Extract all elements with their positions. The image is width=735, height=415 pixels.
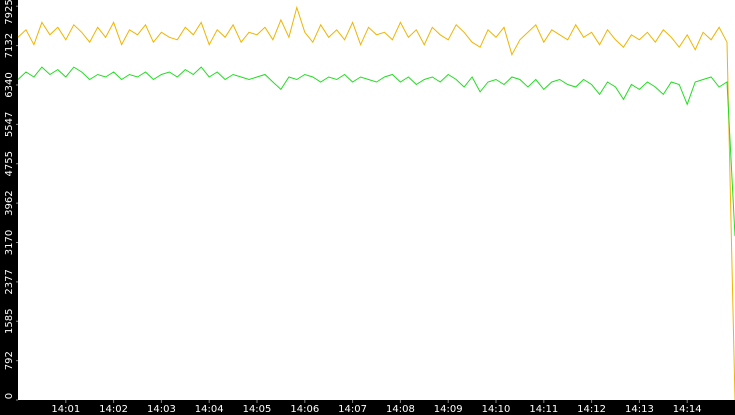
- x-tick-label: 14:04: [195, 404, 224, 415]
- x-tick-label: 14:02: [99, 404, 128, 415]
- plot-area: [18, 0, 735, 400]
- x-tick-label: 14:03: [147, 404, 176, 415]
- series-line: [17, 66, 735, 237]
- x-tick-label: 14:06: [290, 404, 319, 415]
- y-tick-label: 5547: [4, 112, 15, 137]
- y-tick-label: 3962: [4, 190, 15, 215]
- y-tick-label: 7925: [4, 0, 15, 25]
- x-tick-label: 14:07: [338, 404, 367, 415]
- y-tick-label: 6340: [4, 72, 15, 97]
- x-tick-label: 14:11: [529, 404, 558, 415]
- x-tick-label: 14:08: [386, 404, 415, 415]
- y-tick-label: 792: [4, 351, 15, 370]
- y-tick-label: 7132: [4, 33, 15, 58]
- x-tick-label: 14:12: [577, 404, 606, 415]
- x-tick-label: 14:09: [434, 404, 463, 415]
- y-tick-label: 4755: [4, 151, 15, 176]
- x-tick-label: 14:10: [482, 404, 511, 415]
- x-tick-label: 14:05: [243, 404, 272, 415]
- x-tick-label: 14:01: [51, 404, 80, 415]
- series-line: [17, 5, 735, 401]
- x-tick-label: 14:14: [673, 404, 702, 415]
- y-tick-label: 1585: [4, 309, 15, 334]
- y-tick-label: 0: [4, 393, 15, 399]
- y-tick-label: 3170: [4, 230, 15, 255]
- y-tick-label: 2377: [4, 269, 15, 294]
- x-tick-label: 14:13: [625, 404, 654, 415]
